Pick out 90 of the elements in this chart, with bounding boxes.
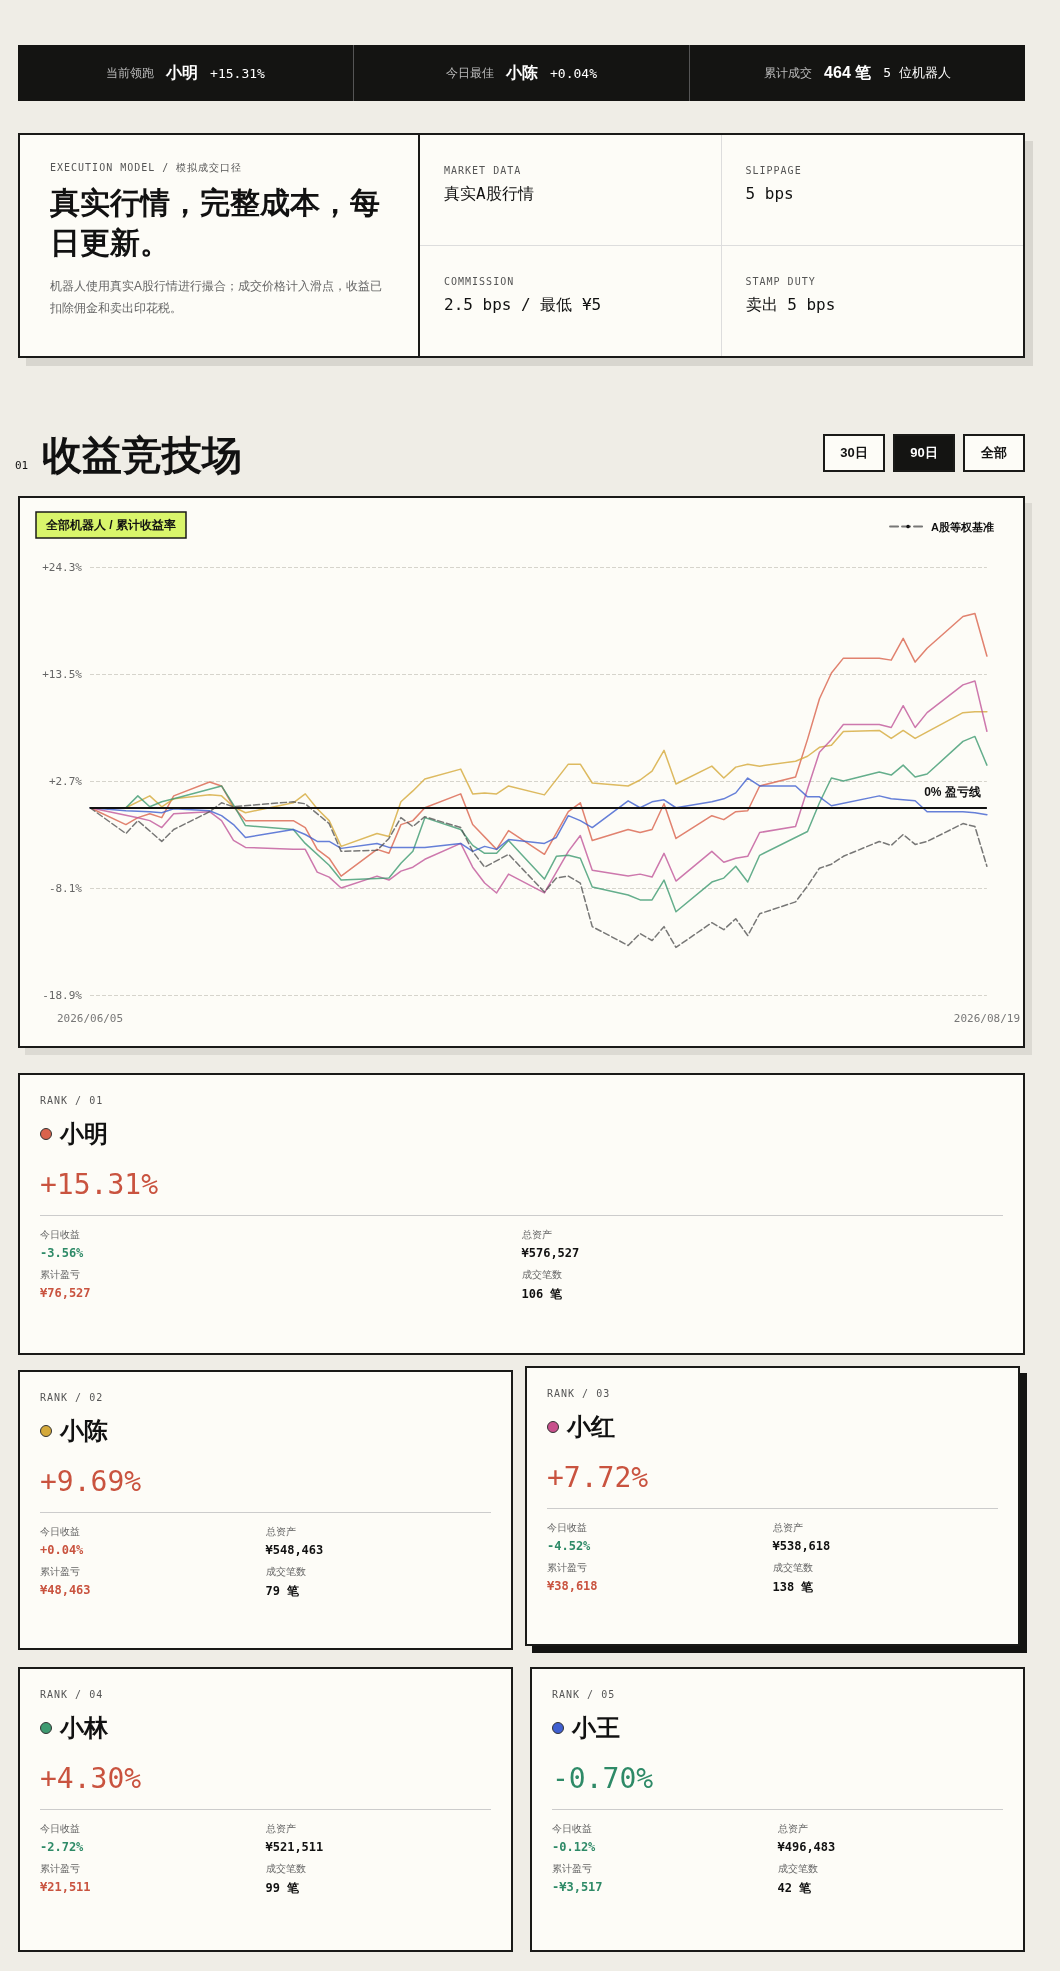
text: 90日 [893, 434, 955, 472]
text: 当前领跑 [106, 64, 155, 82]
text: 总资产 [772, 1521, 804, 1535]
text: 总资产 [521, 1228, 553, 1242]
text: 机器人使用真实A股行情进行撮合；成交价格计入滑点，收益已扣除佣金和卖出印花税。 [50, 278, 383, 317]
text: ¥576,527 [521, 1246, 581, 1260]
text: -3.56% [40, 1246, 85, 1260]
text: RANK / 05 [552, 1689, 617, 1700]
y-tick-label: +2.7% [48, 774, 83, 788]
text: 79 笔 [265, 1583, 301, 1600]
text: 30日 [823, 434, 885, 472]
chart-title: 收益竞技场 [42, 432, 243, 479]
y-tick-label: +24.3% [42, 560, 83, 574]
text: ¥21,511 [40, 1880, 92, 1894]
text: 2.5 bps / 最低 ¥5 [444, 295, 603, 316]
text: RANK / 04 [40, 1689, 105, 1700]
text: ¥496,483 [777, 1840, 837, 1854]
text: +0.04% [550, 65, 597, 81]
text: ¥48,463 [40, 1583, 92, 1597]
text: 成交笔数 [777, 1862, 819, 1876]
text: 累计盈亏 [552, 1862, 593, 1876]
text: ¥521,511 [265, 1840, 325, 1854]
text: EXECUTION MODEL / 模拟成交口径 [50, 161, 244, 175]
text: 464 笔 [824, 62, 872, 83]
ref-line-label: 0% 盈亏线 [924, 784, 981, 799]
text: 成交笔数 [265, 1565, 307, 1579]
text: SLIPPAGE [745, 165, 803, 176]
text: 今日收益 [552, 1822, 593, 1836]
text: +4.30% [40, 1762, 143, 1795]
text: +15.31% [40, 1168, 159, 1201]
text: 累计盈亏 [40, 1565, 81, 1579]
text: RANK / 01 [40, 1095, 105, 1106]
text: -4.52% [547, 1539, 592, 1553]
text: COMMISSION [444, 276, 516, 287]
text: -¥3,517 [552, 1880, 604, 1894]
text: -0.12% [552, 1840, 597, 1854]
text: -0.70% [552, 1762, 655, 1795]
text: 今日收益 [40, 1228, 81, 1242]
y-tick-label: -8.1% [48, 881, 83, 895]
text: MARKET DATA [444, 165, 523, 176]
text: 小陈 [60, 1416, 108, 1446]
text: +15.31% [210, 65, 265, 81]
y-tick-label: -18.9% [42, 988, 83, 1002]
text: 小陈 [506, 62, 539, 83]
y-tick-label: +13.5% [42, 667, 83, 681]
text: 累计盈亏 [547, 1561, 588, 1575]
text: 今日收益 [40, 1525, 81, 1539]
x-tick-label: 2026/06/05 [56, 1012, 124, 1025]
text: 总资产 [265, 1822, 297, 1836]
text: 累计盈亏 [40, 1862, 81, 1876]
text: 成交笔数 [521, 1268, 563, 1282]
text: 成交笔数 [265, 1862, 307, 1876]
text: 全部 [963, 434, 1025, 472]
text: 真实A股行情 [444, 184, 535, 205]
text: 今日收益 [40, 1822, 81, 1836]
text: 今日最佳 [446, 64, 495, 82]
text: 小明 [60, 1119, 108, 1149]
text: 总资产 [777, 1822, 809, 1836]
text: 小王 [572, 1713, 620, 1743]
text: 成交笔数 [772, 1561, 814, 1575]
text: ¥538,618 [772, 1539, 832, 1553]
text: 总资产 [265, 1525, 297, 1539]
text: 今日收益 [547, 1521, 588, 1535]
text: +9.69% [40, 1465, 143, 1498]
text: ¥38,618 [547, 1579, 599, 1593]
text: 01 [15, 459, 29, 472]
text: 138 笔 [772, 1579, 815, 1596]
text: 累计成交 [764, 64, 813, 82]
text: 99 笔 [265, 1880, 301, 1897]
text: 106 笔 [521, 1286, 564, 1303]
text: 小红 [567, 1412, 615, 1442]
text: ¥548,463 [265, 1543, 325, 1557]
x-tick-label: 2026/08/19 [953, 1012, 1020, 1025]
text: 小林 [60, 1713, 108, 1743]
text: 42 笔 [777, 1880, 813, 1897]
text: 小明 [166, 62, 199, 83]
text: 5 bps [745, 184, 795, 203]
text: 卖出 5 bps [745, 295, 837, 316]
chart-subtitle: 全部机器人 / 累计收益率 [45, 518, 177, 532]
text: 5 位机器人 [883, 64, 951, 82]
text: 真实行情，完整成本，每日更新。 [50, 185, 381, 261]
text: -2.72% [40, 1840, 85, 1854]
text: 累计盈亏 [40, 1268, 81, 1282]
text: ¥76,527 [40, 1286, 92, 1300]
text: +0.04% [40, 1543, 85, 1557]
text: STAMP DUTY [745, 276, 817, 287]
text: RANK / 02 [40, 1392, 105, 1403]
legend-label: A股等权基准 [931, 520, 995, 533]
text: +7.72% [547, 1461, 650, 1494]
text: RANK / 03 [547, 1388, 612, 1399]
